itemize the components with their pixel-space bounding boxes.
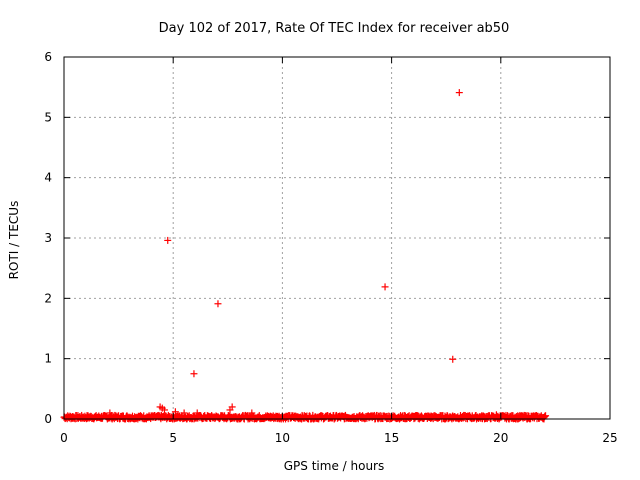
y-axis-label: ROTI / TECUs	[7, 201, 21, 280]
baseline-spike-point	[492, 411, 500, 419]
x-tick-label: 15	[384, 431, 399, 445]
x-tick-label: 20	[493, 431, 508, 445]
y-tick-label: 1	[44, 352, 52, 366]
baseline-spike-point	[180, 409, 188, 417]
axis-ticks: 0 5 10 15 20 25 0 1 2 3 4 5 6	[44, 50, 617, 445]
y-tick-label: 0	[44, 412, 52, 426]
outlier-point	[455, 89, 463, 97]
y-tick-label: 4	[44, 171, 52, 185]
x-tick-label: 0	[60, 431, 68, 445]
outlier-point	[381, 283, 389, 291]
x-tick-label: 5	[169, 431, 177, 445]
baseline-point	[542, 412, 550, 420]
baseline-spike-point	[106, 409, 114, 417]
y-tick-label: 5	[44, 110, 52, 124]
baseline-spike-point	[160, 406, 168, 414]
baseline-spike-point	[248, 409, 256, 417]
outlier-point	[214, 300, 222, 308]
outlier-point	[449, 355, 457, 363]
grid-lines	[64, 57, 610, 419]
baseline-spike-point	[228, 403, 236, 411]
y-tick-label: 6	[44, 50, 52, 64]
y-tick-label: 3	[44, 231, 52, 245]
baseline-spike-point	[449, 412, 457, 420]
baseline-spike-point	[171, 408, 179, 416]
outlier-point	[164, 236, 172, 244]
y-tick-label: 2	[44, 291, 52, 305]
outlier-point	[190, 370, 198, 378]
chart-title: Day 102 of 2017, Rate Of TEC Index for r…	[159, 21, 510, 36]
x-tick-label: 10	[275, 431, 290, 445]
x-tick-label: 25	[602, 431, 617, 445]
baseline-spike-point	[193, 409, 201, 417]
x-axis-label: GPS time / hours	[284, 459, 385, 473]
data-points	[60, 89, 550, 423]
